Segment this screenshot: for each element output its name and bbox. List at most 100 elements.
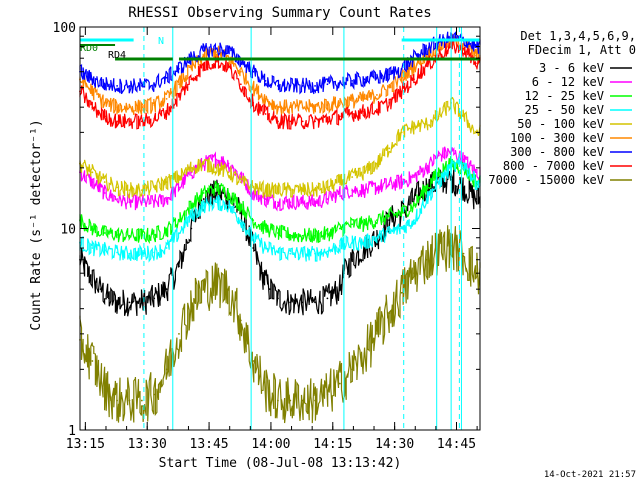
series-5-point-14 (252, 86, 255, 89)
series-5-point-8 (178, 83, 180, 86)
legend-label-2: 12 - 25 keV (525, 89, 604, 103)
series-7-point-22 (351, 113, 354, 115)
series-2-point-16 (277, 232, 279, 234)
series-8-point-1 (91, 360, 94, 362)
series-7-point-19 (314, 120, 316, 123)
series-1-point-24 (376, 186, 378, 189)
series-7-point-5 (140, 120, 143, 123)
series-0-point-6 (140, 301, 143, 304)
series-1-point-6 (153, 201, 156, 204)
series-7-point-16 (277, 120, 279, 123)
series-5-line (79, 33, 481, 115)
series-8-point-3 (116, 399, 119, 402)
series-3-point-6 (153, 251, 156, 254)
legend-header-line-2: FDecim 1, Att 0 (528, 43, 636, 57)
series-6-point-6 (153, 83, 156, 86)
series-0-point-7 (153, 297, 156, 300)
series-5-point-15 (264, 97, 267, 100)
x-tick-label-0: 13:15 (66, 437, 105, 452)
chart-title: RHESSI Observing Summary Count Rates (128, 5, 431, 21)
series-2-point-4 (128, 234, 131, 237)
series-8-point-25 (388, 312, 391, 315)
series-4-point-20 (326, 186, 329, 189)
series-6-line (79, 31, 481, 95)
series-2-point-9 (190, 204, 193, 207)
series-5-point-32 (474, 54, 477, 57)
series-7-point-1 (91, 106, 94, 109)
legend: Det 1,3,4,5,6,9, FDecim 1, Att 0 3 - 6 k… (488, 29, 636, 187)
series-6-point-1 (91, 78, 94, 81)
series-3-point-24 (376, 236, 378, 239)
series-4-point-22 (351, 176, 354, 178)
series-7-point-7 (165, 110, 168, 113)
series-5-point-4 (128, 106, 131, 109)
series-6-point-19 (314, 85, 316, 87)
series-8-point-18 (301, 399, 304, 402)
series-5-point-24 (376, 94, 378, 96)
series-2-point-10 (202, 192, 205, 194)
series-8-point-21 (338, 382, 341, 385)
series-4-point-9 (190, 166, 193, 169)
series-2-point-12 (227, 192, 230, 194)
series-6-point-24 (376, 76, 378, 79)
legend-label-6: 300 - 800 keV (510, 145, 604, 159)
series-2-point-3 (116, 233, 119, 236)
series-3-point-20 (326, 250, 329, 253)
series-8-point-11 (215, 283, 217, 285)
series-8-point-2 (103, 387, 106, 390)
series-4-point-24 (376, 162, 378, 165)
series-3-point-23 (363, 241, 366, 244)
series-2-point-19 (314, 234, 316, 237)
series-4-point-26 (400, 131, 403, 134)
series-7-point-4 (128, 120, 131, 123)
legend-label-7: 800 - 7000 keV (503, 159, 604, 173)
series-0-point-24 (338, 288, 341, 291)
series-2-point-2 (103, 232, 106, 234)
series-3-point-14 (252, 236, 255, 239)
series-7-point-13 (239, 83, 242, 86)
series-7-point-32 (474, 62, 477, 65)
series-0-point-22 (314, 301, 316, 304)
series-1-point-19 (314, 201, 316, 204)
series-5-point-26 (400, 76, 403, 79)
x-tick-label-4: 14:15 (313, 437, 352, 452)
series-4-point-7 (165, 181, 168, 183)
series-3-point-32 (474, 181, 477, 183)
series-4-point-10 (202, 162, 205, 165)
series-8-point-9 (190, 303, 193, 306)
series-6-point-3 (116, 85, 119, 87)
series-1-line (79, 146, 481, 212)
series-1-point-21 (338, 192, 341, 194)
series-1-point-22 (351, 189, 354, 192)
series-6-point-21 (338, 81, 341, 84)
series-0-point-4 (116, 301, 119, 304)
series-4-point-18 (301, 189, 304, 192)
series-5-point-6 (153, 104, 156, 106)
series-6-point-10 (202, 50, 205, 52)
series-4-point-23 (363, 171, 366, 174)
series-6-point-4 (128, 85, 131, 87)
series-7-point-10 (202, 65, 205, 67)
series-5-point-28 (425, 54, 428, 57)
series-0-point-31 (413, 198, 415, 200)
series-2-point-1 (91, 227, 94, 230)
series-0-point-17 (260, 272, 263, 275)
series-0-point-10 (190, 227, 193, 230)
series-5-point-17 (289, 106, 292, 109)
series-6-point-8 (178, 67, 180, 70)
series-2-point-25 (388, 215, 391, 218)
series-8-point-13 (239, 319, 242, 322)
series-3-point-8 (178, 232, 180, 234)
series-6-point-2 (103, 83, 106, 86)
series-5-point-10 (202, 54, 205, 57)
series-3-point-11 (215, 201, 217, 204)
series-5-point-27 (413, 65, 415, 67)
series-4-point-31 (462, 115, 465, 118)
series-0-point-3 (107, 297, 110, 300)
series-4-point-14 (252, 186, 255, 189)
series-0-point-1 (87, 272, 90, 275)
series-0-line (79, 167, 481, 317)
series-6-point-22 (351, 80, 354, 82)
series-7-point-15 (264, 113, 267, 115)
series-1-point-12 (227, 162, 230, 165)
